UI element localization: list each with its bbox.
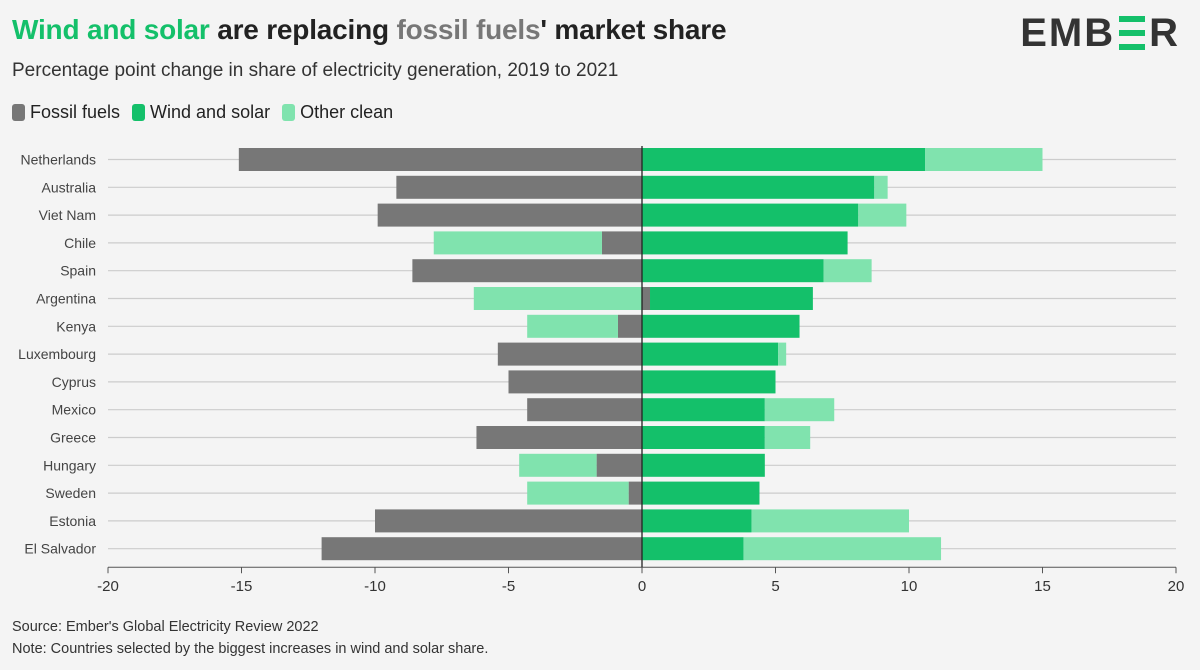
- bar-wind-and-solar-mexico: [642, 398, 765, 422]
- bar-fossil-fuels-chile: [601, 231, 642, 255]
- bar-wind-and-solar-sweden: [642, 481, 760, 505]
- category-label-chile: Chile: [64, 235, 96, 251]
- bar-fossil-fuels-australia: [396, 175, 642, 199]
- chart-legend: Fossil fuels Wind and solar Other clean: [12, 102, 393, 123]
- bar-other-clean-argentina: [473, 287, 642, 310]
- bar-other-clean-australia: [874, 175, 888, 199]
- category-label-luxembourg: Luxembourg: [18, 346, 96, 362]
- title-text: are replacing: [209, 14, 397, 45]
- bar-wind-and-solar-chile: [642, 231, 848, 255]
- bar-wind-and-solar-greece: [642, 426, 765, 449]
- bar-fossil-fuels-el-salvador: [321, 537, 642, 561]
- category-label-cyprus: Cyprus: [52, 374, 96, 390]
- bar-other-clean-el-salvador: [743, 537, 942, 561]
- chart-footer: Source: Ember's Global Electricity Revie…: [12, 616, 488, 660]
- bar-wind-and-solar-estonia: [642, 509, 752, 533]
- category-label-spain: Spain: [60, 263, 96, 279]
- bar-wind-and-solar-el-salvador: [642, 537, 744, 561]
- bar-wind-and-solar-kenya: [642, 314, 800, 338]
- bar-wind-and-solar-argentina: [650, 287, 813, 310]
- logo-text-left: EMB: [1020, 10, 1116, 55]
- legend-swatch-fossil: [12, 104, 25, 121]
- source-note: Source: Ember's Global Electricity Revie…: [12, 619, 319, 635]
- bar-fossil-fuels-hungary: [596, 453, 642, 477]
- bar-other-clean-mexico: [764, 398, 835, 422]
- legend-item-fossil: Fossil fuels: [12, 102, 120, 123]
- title-highlight-fossil: fossil fuels: [396, 14, 541, 45]
- category-label-sweden: Sweden: [45, 485, 96, 501]
- legend-swatch-other-clean: [282, 104, 296, 121]
- x-tick-label-5: 5: [771, 578, 779, 595]
- bar-wind-and-solar-australia: [642, 175, 875, 199]
- bar-fossil-fuels-estonia: [375, 509, 642, 533]
- category-label-greece: Greece: [50, 430, 96, 446]
- x-tick-label-1: -15: [231, 578, 253, 595]
- bar-other-clean-netherlands: [925, 148, 1043, 171]
- category-label-hungary: Hungary: [43, 457, 96, 473]
- bar-fossil-fuels-kenya: [617, 314, 642, 338]
- bar-other-clean-sweden: [527, 481, 629, 505]
- legend-swatch-wind-solar: [132, 104, 146, 121]
- bar-other-clean-luxembourg: [778, 342, 787, 366]
- bar-wind-and-solar-spain: [642, 259, 824, 283]
- bar-fossil-fuels-cyprus: [508, 370, 642, 394]
- bar-other-clean-greece: [764, 426, 811, 449]
- bar-fossil-fuels-argentina: [642, 287, 651, 310]
- category-label-australia: Australia: [42, 179, 97, 195]
- category-label-argentina: Argentina: [36, 291, 96, 307]
- category-label-netherlands: Netherlands: [21, 152, 97, 168]
- bar-wind-and-solar-netherlands: [642, 148, 926, 171]
- bar-fossil-fuels-greece: [476, 426, 642, 449]
- bar-fossil-fuels-spain: [412, 259, 642, 283]
- bar-fossil-fuels-netherlands: [238, 148, 642, 171]
- x-tick-label-0: -20: [97, 578, 119, 595]
- bar-wind-and-solar-cyprus: [642, 370, 776, 394]
- legend-item-other-clean: Other clean: [282, 102, 393, 123]
- bar-other-clean-estonia: [751, 509, 909, 533]
- legend-label-other-clean: Other clean: [300, 102, 394, 122]
- bar-chart: Netherlands Australia Viet Nam Chile Spain Ar…: [18, 146, 1185, 595]
- legend-item-wind-solar: Wind and solar: [132, 102, 270, 123]
- bar-wind-and-solar-hungary: [642, 453, 765, 477]
- x-tick-label-8: 20: [1168, 578, 1185, 595]
- bar-fossil-fuels-viet-nam: [377, 203, 642, 227]
- x-tick-label-7: 15: [1034, 578, 1051, 595]
- bar-other-clean-chile: [433, 231, 602, 255]
- x-tick-label-6: 10: [901, 578, 918, 595]
- category-label-estonia: Estonia: [49, 513, 96, 529]
- ember-logo: EMB R: [1020, 10, 1180, 55]
- bar-wind-and-solar-viet-nam: [642, 203, 859, 227]
- category-label-kenya: Kenya: [56, 318, 96, 334]
- legend-label-wind-solar: Wind and solar: [150, 102, 271, 122]
- selection-note: Note: Countries selected by the biggest …: [12, 641, 489, 657]
- bar-other-clean-hungary: [519, 453, 597, 477]
- bar-fossil-fuels-mexico: [527, 398, 642, 422]
- title-text-end: ' market share: [540, 14, 727, 45]
- x-tick-label-4: 0: [638, 578, 646, 595]
- logo-e-mark-icon: [1119, 16, 1146, 50]
- x-tick-label-2: -10: [364, 578, 386, 595]
- chart-subtitle: Percentage point change in share of elec…: [12, 60, 619, 81]
- category-label-viet-nam: Viet Nam: [39, 207, 96, 223]
- bar-fossil-fuels-sweden: [628, 481, 642, 505]
- bar-other-clean-viet-nam: [858, 203, 907, 227]
- bar-other-clean-kenya: [527, 314, 618, 338]
- legend-label-fossil: Fossil fuels: [30, 102, 121, 122]
- title-highlight-wind-solar: Wind and solar: [12, 14, 210, 45]
- chart-title: Wind and solar are replacing fossil fuel…: [12, 14, 727, 46]
- logo-text-right: R: [1149, 10, 1180, 55]
- category-label-mexico: Mexico: [52, 402, 97, 418]
- bar-other-clean-spain: [823, 259, 872, 283]
- bar-fossil-fuels-luxembourg: [497, 342, 642, 366]
- x-tick-label-3: -5: [502, 578, 515, 595]
- category-label-el-salvador: El Salvador: [24, 541, 96, 557]
- bar-wind-and-solar-luxembourg: [642, 342, 779, 366]
